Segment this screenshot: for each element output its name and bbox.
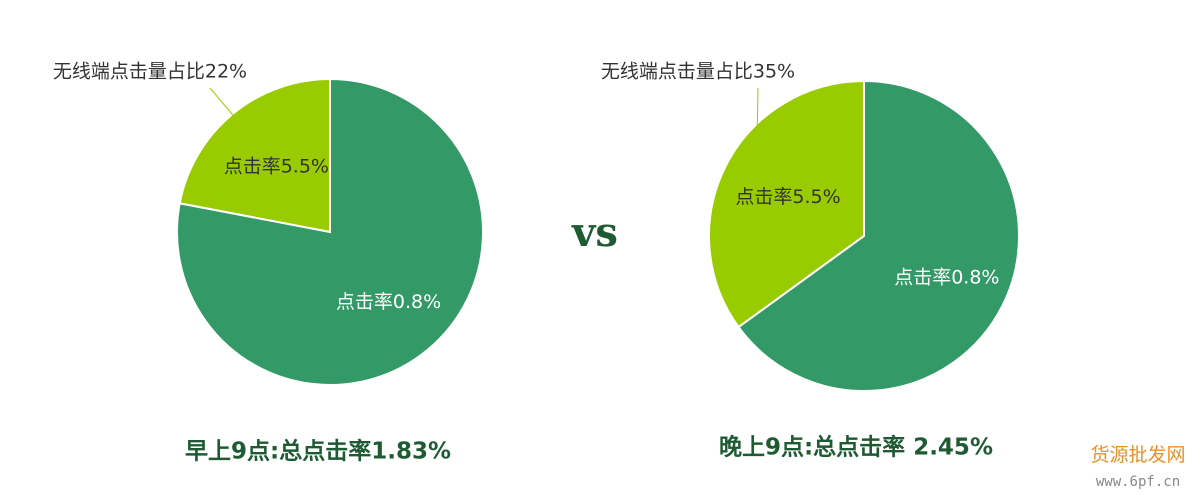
chart-title: 早上9点:总点击率1.83% [185, 438, 451, 465]
callout: 无线端点击量占比35% [601, 61, 795, 83]
watermark-name: 货源批发网 [1090, 444, 1185, 466]
slice-label: 点击率5.5% [735, 186, 840, 208]
slice-label: 点击率0.8% [894, 267, 999, 289]
slice-label: 点击率5.5% [224, 156, 329, 178]
pie-slice [737, 79, 1020, 392]
watermark-url: www.6pf.cn [1096, 474, 1180, 490]
slice-label: 点击率0.8% [336, 291, 441, 313]
pie-slice [176, 77, 484, 386]
pie-slice [708, 79, 865, 329]
vs-label: vs [571, 209, 618, 256]
chart-title: 晚上9点:总点击率 2.45% [719, 434, 993, 461]
callout: 无线端点击量占比22% [53, 61, 247, 83]
leader-line [755, 87, 759, 182]
leader-line [209, 87, 255, 141]
